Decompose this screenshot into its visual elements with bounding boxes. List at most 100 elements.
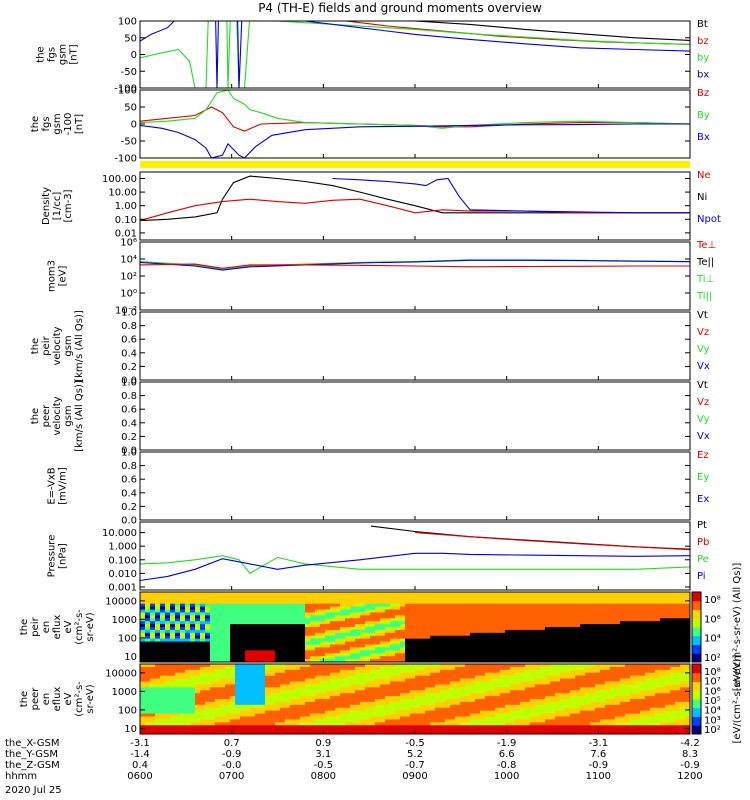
heatmap-cell <box>650 594 656 599</box>
heatmap-cell <box>575 675 581 680</box>
heatmap-cell <box>330 664 336 668</box>
heatmap-cell <box>495 696 501 700</box>
heatmap-cell <box>340 606 346 610</box>
heatmap-cell <box>565 664 571 668</box>
colorbar-segment <box>692 627 701 637</box>
heatmap-cell <box>175 678 181 682</box>
heatmap-cell <box>455 696 461 700</box>
legend-Npot: Npot <box>697 214 721 225</box>
heatmap-cell <box>420 687 426 691</box>
heatmap-cell <box>300 627 306 631</box>
heatmap-cell <box>545 725 551 729</box>
heatmap-cell <box>190 713 196 717</box>
heatmap-cell <box>650 632 656 637</box>
heatmap-cell <box>515 632 521 637</box>
heatmap-cell <box>530 664 536 668</box>
heatmap-cell <box>195 722 201 726</box>
heatmap-cell <box>490 597 496 602</box>
heatmap-cell <box>475 592 481 596</box>
heatmap-cell <box>215 629 221 634</box>
heatmap-cell <box>145 693 151 697</box>
heatmap-cell <box>445 707 451 712</box>
heatmap-cell <box>545 701 551 706</box>
heatmap-cell <box>380 725 386 729</box>
ytick-label: 0.2 <box>121 502 137 513</box>
heatmap-cell <box>270 722 276 726</box>
heatmap-cell <box>165 696 171 700</box>
ytick-label: 1000 <box>112 615 137 626</box>
heatmap-cell <box>350 687 356 691</box>
heatmap-cell <box>190 731 196 735</box>
heatmap-cell <box>550 635 556 640</box>
heatmap-cell <box>270 681 276 685</box>
heatmap-cell <box>550 696 556 700</box>
heatmap-cell <box>225 609 231 613</box>
heatmap-cell <box>165 707 171 712</box>
heatmap-cell <box>490 621 496 625</box>
heatmap-cell <box>200 725 206 729</box>
ylabel-line: [mV/m] <box>58 467 69 505</box>
heatmap-cell <box>290 656 296 660</box>
heatmap-cell <box>195 672 201 677</box>
heatmap-cell <box>535 603 541 608</box>
heatmap-cell <box>190 722 196 726</box>
heatmap-cell <box>565 669 571 674</box>
heatmap-cell <box>535 647 541 651</box>
heatmap-cell <box>435 675 441 680</box>
heatmap-cell <box>185 600 191 605</box>
heatmap-cell <box>395 594 401 599</box>
heatmap-cell <box>500 641 506 645</box>
heatmap-cell <box>170 719 176 723</box>
heatmap-cell <box>670 618 676 622</box>
heatmap-cell <box>615 597 621 602</box>
heatmap-cell <box>565 594 571 599</box>
heatmap-cell <box>150 615 156 619</box>
heatmap-cell <box>490 644 496 648</box>
heatmap-cell <box>675 609 681 613</box>
heatmap-cell <box>520 672 526 677</box>
heatmap-cell <box>205 597 211 602</box>
heatmap-cell <box>390 672 396 677</box>
heatmap-cell <box>390 638 396 643</box>
heatmap-cell <box>330 603 336 608</box>
heatmap-cell <box>535 687 541 691</box>
heatmap-cell <box>265 656 271 660</box>
heatmap-cell <box>570 627 576 631</box>
heatmap-cell <box>565 704 571 709</box>
heatmap-cell <box>265 699 271 703</box>
heatmap-cell <box>365 704 371 709</box>
heatmap-cell <box>300 653 306 657</box>
heatmap-cell <box>185 615 191 619</box>
heatmap-cell <box>245 722 251 726</box>
legend-Vx: Vx <box>697 431 710 442</box>
heatmap-cell <box>320 699 326 703</box>
heatmap-cell <box>605 653 611 657</box>
heatmap-cell <box>610 632 616 637</box>
heatmap-cell <box>315 600 321 605</box>
heatmap-cell <box>370 612 376 616</box>
heatmap-cell <box>320 638 326 643</box>
heatmap-cell <box>560 635 566 640</box>
heatmap-cell <box>525 701 531 706</box>
heatmap-cell <box>210 650 216 654</box>
heatmap-cell <box>480 669 486 674</box>
heatmap-cell <box>160 656 166 660</box>
heatmap-cell <box>370 716 376 720</box>
heatmap-cell <box>220 653 226 657</box>
heatmap-cell <box>375 690 381 694</box>
heatmap-cell <box>305 644 311 648</box>
heatmap-cell <box>335 612 341 616</box>
heatmap-cell <box>380 603 386 608</box>
heatmap-cell <box>170 731 176 735</box>
heatmap-cell <box>465 647 471 651</box>
heatmap-cell <box>250 725 256 729</box>
heatmap-cell <box>345 609 351 613</box>
heatmap-cell <box>445 690 451 694</box>
heatmap-cell <box>185 719 191 723</box>
heatmap-cell <box>465 687 471 691</box>
heatmap-cell <box>165 641 171 645</box>
heatmap-cell <box>670 603 676 608</box>
heatmap-cell <box>560 592 566 596</box>
heatmap-cell <box>320 675 326 680</box>
heatmap-cell <box>670 592 676 596</box>
